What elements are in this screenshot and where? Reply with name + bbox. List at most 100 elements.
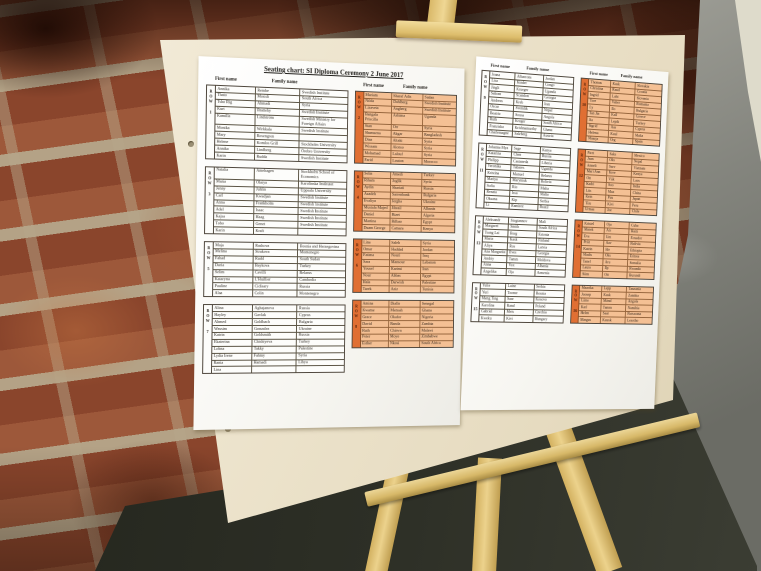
table-cell: Russia [297,333,344,339]
table-cell: Nigeria [420,315,453,321]
table-cell: Shamsena [363,130,391,137]
table-cell: Saleh [390,240,421,246]
table-cell: Somalia [628,260,654,266]
table-cell: Banda [389,321,420,327]
table-cell: Olaiya [255,180,300,187]
table-cell: Czechia [533,310,563,316]
table-cell: Malawi [420,328,453,334]
table-cell: Liis [584,188,606,194]
table-cell: Swedish Institute [299,209,346,216]
table-cell: Okafor [389,315,420,321]
table-cell: Bosnia and Herzegovina [298,243,345,249]
table-row: Margus Kuusk Lesotho [579,317,652,323]
table-cell: Sarrenbank [391,192,422,198]
table-cell: Morocco [422,159,455,166]
table-cell: Gonzalez [253,326,298,332]
first-name-header: First name [215,77,272,85]
table-cell: Lalouf [391,151,422,158]
table-cell: Ide [604,247,629,253]
table-cell: Palestine [421,280,454,286]
table-cell: Charlemagne [488,130,514,137]
table-cell: Algeria [422,213,455,219]
table-row: Angelika Oja Armenia [481,268,565,276]
table-cell: L'Huillier [253,277,298,283]
seating-table-row-11: R O W 11 Johanna Mya Sage Kenya Katarina Chen Rus… [475,142,571,212]
table-cell: Austria [541,133,571,140]
table-cell: Louton [391,158,422,165]
table-cell: Bangala Priscilla [364,112,392,124]
table-cell: Adel [214,207,254,214]
table-cell: Lina [212,367,252,373]
table-cell: Chile [630,209,656,215]
table-cell: Yousef [362,266,390,272]
table-cell: Ekaterina [212,340,252,346]
table-cell: Tamm [507,256,536,262]
table-cell: Jenny [214,186,254,193]
table-cell: Amina [361,301,389,307]
table-cell: Azadeh [363,192,391,198]
table-cell: Meng Ting [480,296,506,302]
table-cell: Rashova [254,243,299,249]
table-cell: Uganda [423,114,456,126]
table-cell: Farid [363,157,391,164]
table-cell: Gabriel [480,309,506,315]
table-cell: Goldsmith [253,333,298,339]
table-cell: Karin [215,153,255,160]
table-cell: Lesotho [626,318,652,324]
table-cell: Wassim [213,326,253,332]
table-cell: Palestine [297,346,344,352]
table-cell: Grace [361,314,389,320]
table-cell: Stogiannov [509,218,538,225]
table-row: Tarek Aziz Tunisia [361,287,453,293]
table-cell: Chishiyeva [252,340,297,346]
table-cell: Lebanon [421,260,454,266]
table-cell: Brazil [538,205,568,212]
table-cell: Borg [508,231,537,237]
table-cell: Urmas [584,207,606,213]
table-cell: Helene [215,139,255,146]
table-cell: Martina [362,218,390,224]
table-cell: Diallo [389,301,420,307]
table-cell: Fahmy [252,353,297,359]
table-cell: Egypt [422,220,455,226]
table-cell: Lina [362,240,390,246]
table-cell: Belarus [298,271,345,277]
table-cell: Oksana [485,196,511,203]
table-cell: Cambodia [298,277,345,283]
table-cell: Melina [214,249,254,255]
table-cell: Takky [252,346,297,352]
seating-table-row-9: R O W 9 Joana Albarrons Jordan Lisa Kinder Congo J… [479,70,575,141]
table-cell: Maria [215,179,255,186]
table-cell: Ashima [392,113,423,125]
table-cell: Maria [483,236,509,242]
table-cell: Ahmed [213,319,253,325]
table-cell: Org [609,137,634,144]
table-cell: Oja [507,269,536,275]
table-cell: Lepp [602,286,627,292]
table-cell: Albania [535,264,565,270]
table-cell: Tsang Lai [483,230,509,236]
table-cell: Kraft [254,228,299,235]
table-cell: South Africa [420,341,453,347]
table-cell: Natalia [215,167,255,179]
seating-table-row-4: R O W 4 Selin Amedi Turkey Riham Joglik Syria Aydi… [353,170,456,233]
seating-table-row-13: R O W 13 Aleksandr Stogiannov Mali Margaret Smit… [472,215,568,277]
table-cell: Syria [297,353,344,359]
table-cell: Cavilli [253,270,298,276]
table-cell: Frankholm [254,201,299,208]
table-cell: Kajsa [214,214,254,221]
table-cell: Katrin [212,333,252,339]
table-cell: Oks [604,253,629,259]
table-cell: Rudd [254,257,299,263]
table-cell: Angola [626,299,652,305]
table-cell: Ecuador [629,235,655,241]
table-cell: Iraq [421,254,454,260]
table-row: Siim Ott Burundi [581,271,654,278]
table-cell: Anna [482,262,508,268]
table-cell: Selim [213,270,253,276]
table-cell: Ana Margarita [482,249,508,255]
table-cell: Cidisary [253,284,298,290]
table-cell: Sara [362,260,390,266]
seating-table-row-5: R O W 5 Maja Rashova Bosnia and Herzegovina Mel… [203,241,346,298]
table-cell: Rudda [255,154,300,161]
